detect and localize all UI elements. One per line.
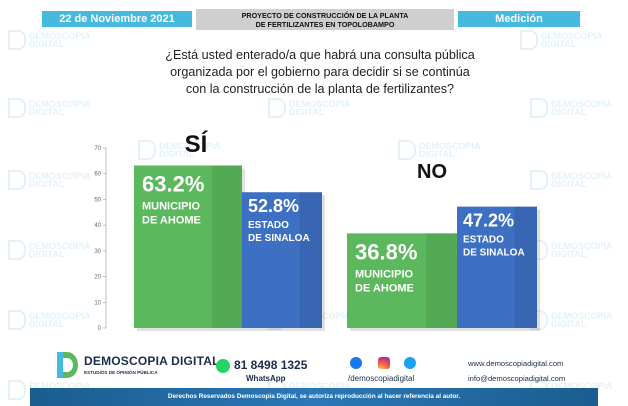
whatsapp-label: WhatsApp [246,374,286,383]
brand-tagline: ESTUDIOS DE OPINIÓN PÚBLICA [84,370,158,375]
question-line-2: organizada por el gobierno para decidir … [170,65,470,79]
whatsapp-icon [216,359,230,373]
bar [242,192,322,328]
y-tick-label: 0 [98,326,102,332]
data-label: 36.8% [355,239,417,264]
date-label: 22 de Noviembre 2021 [42,11,192,27]
bar-shade [299,192,322,328]
section-label: Medición [458,11,580,27]
website-link[interactable]: www.demoscopiadigital.com [468,359,564,368]
bar [347,233,457,328]
series-label: DE SINALOA [463,248,525,259]
category-label: NO [417,161,447,183]
survey-question: ¿Está usted enterado/a que habrá una con… [90,47,550,98]
whatsapp-number[interactable]: 81 8498 1325 [234,358,308,372]
instagram-icon[interactable] [378,357,390,369]
project-title-line-2: DE FERTILIZANTES EN TOPOLOBAMPO [255,19,395,29]
bar [457,206,537,328]
series-label: DE AHOME [355,282,414,294]
data-label: 63.2% [142,171,204,196]
question-line-1: ¿Está usted enterado/a que habrá una con… [165,48,475,62]
data-label: 47.2% [463,211,514,231]
y-tick-label: 10 [94,300,101,306]
series-label: MUNICIPIO [355,268,414,280]
bar [134,165,242,328]
y-tick-label: 50 [94,197,101,203]
email-link[interactable]: info@demoscopiadigital.com [468,374,566,383]
brand-name: DEMOSCOPIA DIGITAL [84,354,220,368]
social-handle[interactable]: /demoscopiadigital [348,374,415,383]
y-tick-label: 30 [94,249,101,255]
series-label: MUNICIPIO [142,200,201,212]
y-tick-label: 20 [94,275,101,281]
question-line-3: con la construcción de la planta de fert… [185,82,455,96]
y-tick-label: 40 [94,223,101,229]
rights-banner: Derechos Reservados Demoscopia Digital, … [30,388,598,406]
category-label: SÍ [185,130,209,158]
bar-shade [211,165,242,328]
demoscopia-logo-icon [57,352,78,378]
y-tick-label: 60 [94,172,101,178]
data-label: 52.8% [248,196,299,216]
bar-shade [514,206,537,328]
bar-shade [426,233,457,328]
twitter-icon[interactable] [404,357,416,369]
series-label: ESTADO [248,220,289,231]
y-tick-label: 70 [94,146,101,152]
project-title-line-1: PROYECTO DE CONSTRUCCIÓN DE LA PLANTA [241,10,409,20]
facebook-icon[interactable] [350,357,362,369]
project-title: PROYECTO DE CONSTRUCCIÓN DE LA PLANTA DE… [196,9,454,30]
series-label: DE SINALOA [248,233,310,244]
series-label: ESTADO [463,235,504,246]
series-label: DE AHOME [142,214,201,226]
